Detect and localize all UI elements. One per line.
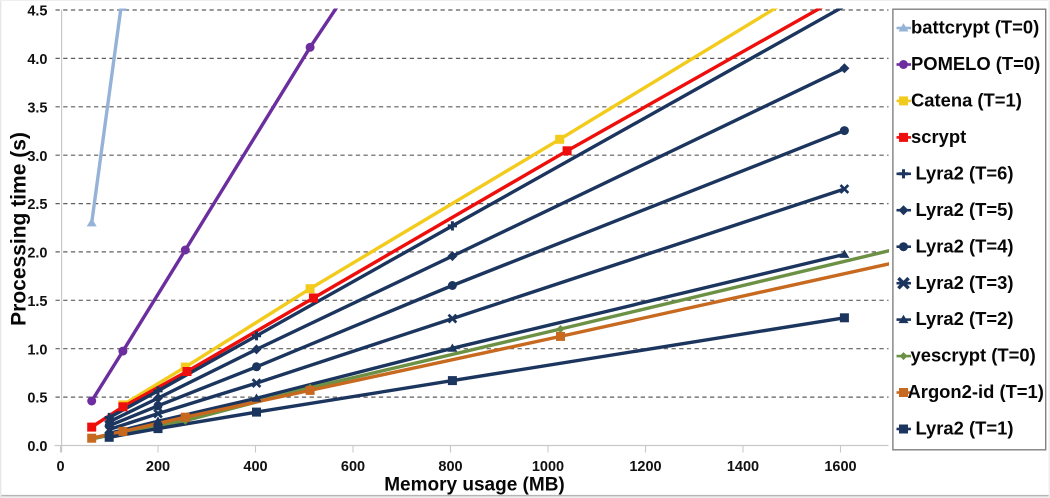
svg-text:0.5: 0.5 xyxy=(27,391,47,407)
svg-text:1000: 1000 xyxy=(532,459,564,475)
svg-text:1.5: 1.5 xyxy=(27,294,47,310)
svg-text:800: 800 xyxy=(438,459,462,475)
svg-text:3.5: 3.5 xyxy=(27,100,47,116)
svg-text:POMELO (T=0): POMELO (T=0) xyxy=(911,53,1040,74)
svg-text:Memory usage (MB): Memory usage (MB) xyxy=(384,475,565,496)
svg-text:3.0: 3.0 xyxy=(27,149,47,165)
svg-text:Lyra2 (T=4): Lyra2 (T=4) xyxy=(916,235,1014,256)
svg-text:200: 200 xyxy=(146,459,170,475)
svg-text:400: 400 xyxy=(243,459,267,475)
svg-text:600: 600 xyxy=(341,459,365,475)
svg-text:Argon2-id (T=1): Argon2-id (T=1) xyxy=(908,381,1044,402)
svg-text:1.0: 1.0 xyxy=(27,342,47,358)
svg-text:Lyra2 (T=2): Lyra2 (T=2) xyxy=(916,308,1014,329)
svg-text:Lyra2 (T=5): Lyra2 (T=5) xyxy=(916,199,1014,220)
svg-text:Lyra2 (T=1): Lyra2 (T=1) xyxy=(916,418,1014,439)
svg-text:0: 0 xyxy=(56,459,64,475)
svg-text:0.0: 0.0 xyxy=(27,439,47,455)
svg-text:1600: 1600 xyxy=(824,459,856,475)
svg-text:battcrypt (T=0): battcrypt (T=0) xyxy=(911,17,1039,38)
svg-text:yescrypt (T=0): yescrypt (T=0) xyxy=(911,345,1036,366)
svg-text:Lyra2 (T=6): Lyra2 (T=6) xyxy=(916,162,1014,183)
svg-text:4.5: 4.5 xyxy=(27,4,47,20)
svg-text:2.5: 2.5 xyxy=(27,197,47,213)
svg-text:1200: 1200 xyxy=(629,459,661,475)
svg-text:2.0: 2.0 xyxy=(27,246,47,262)
svg-text:1400: 1400 xyxy=(727,459,759,475)
svg-text:4.0: 4.0 xyxy=(27,52,47,68)
svg-text:scrypt: scrypt xyxy=(911,126,966,147)
svg-text:Lyra2 (T=3): Lyra2 (T=3) xyxy=(916,272,1014,293)
svg-text:Catena (T=1): Catena (T=1) xyxy=(911,90,1022,111)
svg-text:Processing time (s): Processing time (s) xyxy=(8,132,31,326)
